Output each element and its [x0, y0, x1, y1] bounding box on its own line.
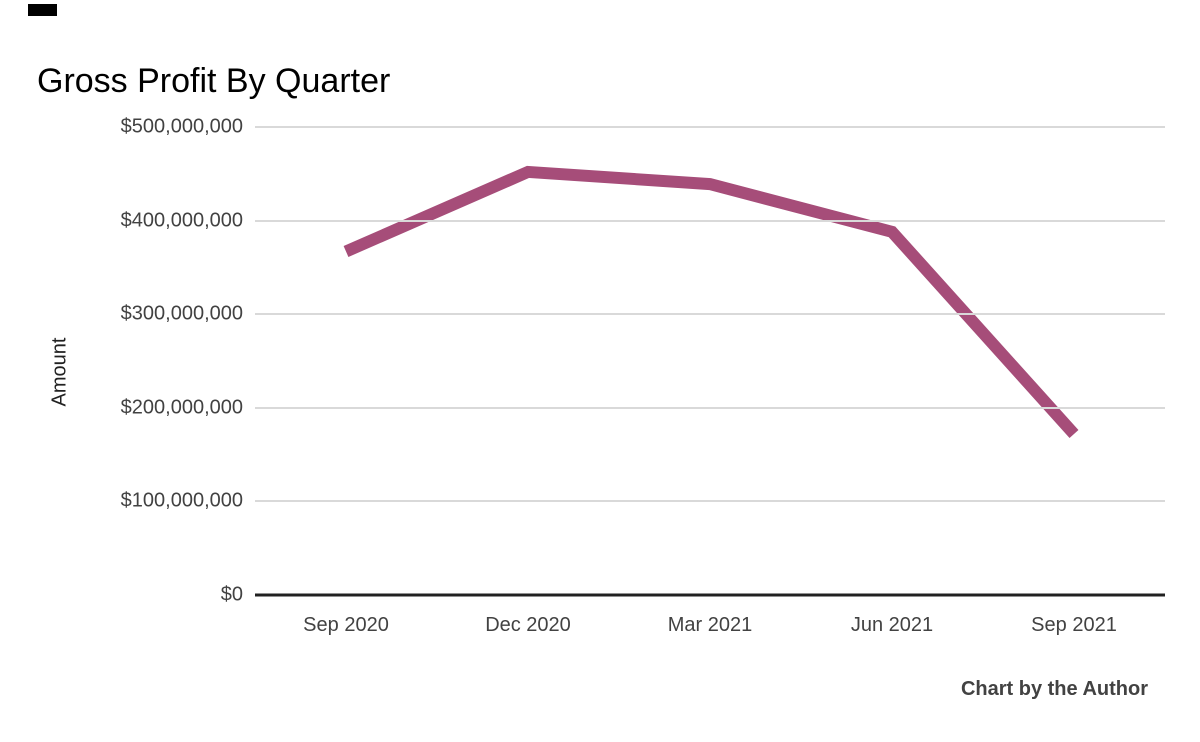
x-tick-label: Sep 2021	[1031, 614, 1117, 636]
x-tick-label: Dec 2020	[485, 614, 571, 636]
gridline	[255, 219, 1165, 222]
attribution-text: Chart by the Author	[960, 678, 1148, 700]
gridline	[255, 500, 1165, 503]
series-line	[343, 165, 1079, 439]
screenshot-artifact-mark	[28, 4, 57, 16]
y-tick-label: $300,000,000	[120, 302, 243, 325]
y-tick-label: $200,000,000	[120, 396, 243, 419]
y-tick-label: $100,000,000	[120, 489, 243, 512]
x-tick-label: Jun 2021	[850, 614, 934, 636]
gridline	[255, 406, 1165, 409]
plot-area	[255, 126, 1165, 597]
gridline	[255, 126, 1165, 128]
y-tick-label: $0	[220, 583, 243, 606]
x-tick-label: Mar 2021	[667, 614, 753, 636]
y-tick-label: $400,000,000	[120, 209, 243, 232]
series-svg	[343, 165, 1079, 439]
x-tick-label: Sep 2020	[303, 614, 389, 636]
chart-title: Gross Profit By Quarter	[37, 61, 391, 100]
y-tick-label: $500,000,000	[120, 115, 243, 138]
gridline	[255, 313, 1165, 316]
x-axis-line	[255, 593, 1165, 597]
